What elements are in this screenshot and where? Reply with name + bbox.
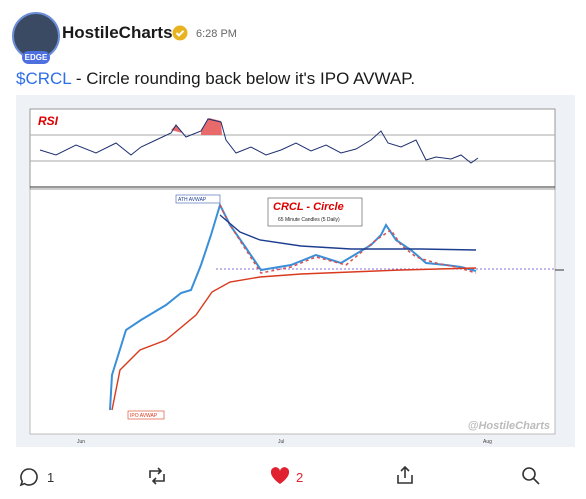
timestamp: 6:28 PM	[196, 28, 237, 40]
chart-title: CRCL - Circle	[273, 201, 344, 213]
reply-icon[interactable]	[19, 467, 39, 487]
ipo-avwap-label: IPO AVWAP	[130, 413, 158, 419]
reply-count: 1	[47, 470, 55, 485]
share-icon[interactable]	[396, 465, 414, 485]
ticker[interactable]: $CRCL	[16, 69, 72, 88]
ath-avwap-label: ATH AVWAP	[178, 197, 207, 203]
watermark: @HostileCharts	[468, 420, 550, 432]
edge-badge: EDGE	[22, 51, 50, 64]
like-icon[interactable]	[270, 467, 290, 485]
search-icon[interactable]	[521, 466, 541, 486]
x-label: Aug	[483, 439, 492, 445]
post-text: $CRCL - Circle rounding back below it's …	[16, 69, 415, 89]
rsi-label: RSI	[38, 114, 59, 128]
chart-image[interactable]: RSI ATH AVWAP IPO AVWAP CRCL - Circle 65…	[16, 95, 575, 447]
message: - Circle rounding back below it's IPO AV…	[71, 69, 416, 88]
verified-icon	[172, 25, 188, 41]
repost-icon[interactable]	[146, 466, 168, 486]
x-label: Jul	[278, 439, 284, 445]
like-count: 2	[296, 470, 304, 485]
author[interactable]: HostileCharts	[62, 23, 173, 42]
chart-subtitle: 65 Minute Candles (5 Daily)	[278, 217, 340, 223]
x-label: Jun	[77, 439, 85, 445]
